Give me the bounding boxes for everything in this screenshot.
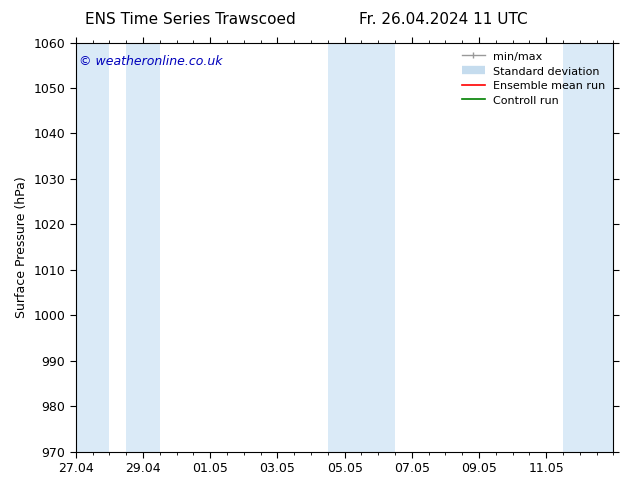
Text: Fr. 26.04.2024 11 UTC: Fr. 26.04.2024 11 UTC [359,12,528,27]
Y-axis label: Surface Pressure (hPa): Surface Pressure (hPa) [15,176,28,318]
Bar [126,43,160,452]
Bar [361,43,395,452]
Bar [76,43,110,452]
Bar [328,43,361,452]
Bar [563,43,614,452]
Legend: min/max, Standard deviation, Ensemble mean run, Controll run: min/max, Standard deviation, Ensemble me… [458,46,610,111]
Text: ENS Time Series Trawscoed: ENS Time Series Trawscoed [85,12,295,27]
Text: © weatheronline.co.uk: © weatheronline.co.uk [79,55,222,68]
